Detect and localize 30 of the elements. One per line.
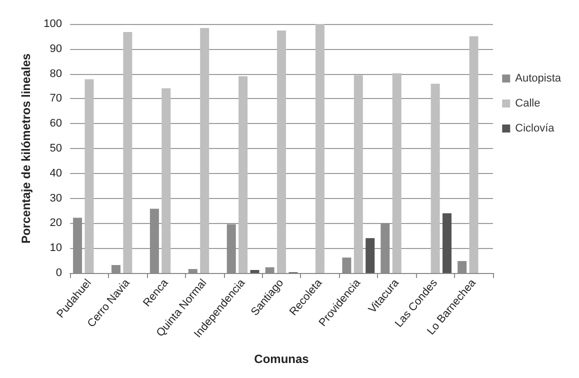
bar — [250, 270, 260, 273]
y-tick-label: 40 — [50, 167, 62, 180]
y-tick-label: 90 — [50, 42, 62, 55]
legend-label: Calle — [515, 98, 540, 110]
bar — [315, 24, 324, 273]
bar — [200, 28, 210, 273]
y-tick-label: 100 — [44, 18, 62, 30]
bar — [469, 36, 478, 273]
bar — [354, 75, 363, 273]
x-axis-title: Comunas — [254, 352, 310, 366]
bar — [430, 84, 440, 273]
legend-label: Autopista — [515, 72, 562, 84]
bar — [277, 30, 286, 273]
bar — [84, 79, 94, 273]
bar — [442, 213, 452, 273]
bar — [366, 238, 375, 273]
y-tick-label: 50 — [50, 142, 62, 154]
y-tick-label: 70 — [50, 92, 62, 105]
bar — [123, 32, 132, 273]
bar — [238, 76, 248, 273]
y-tick-label: 60 — [50, 118, 62, 130]
y-tick-label: 30 — [50, 192, 62, 204]
y-axis-title: Porcentaje de kilómetros lineales — [19, 53, 33, 244]
y-tick-label: 0 — [56, 267, 62, 279]
y-tick-label: 20 — [50, 217, 62, 230]
y-tick-label: 80 — [50, 68, 62, 80]
legend-label: Ciclovía — [515, 122, 556, 134]
bar — [162, 88, 171, 273]
y-tick-label: 10 — [50, 242, 62, 254]
bar — [392, 73, 402, 273]
